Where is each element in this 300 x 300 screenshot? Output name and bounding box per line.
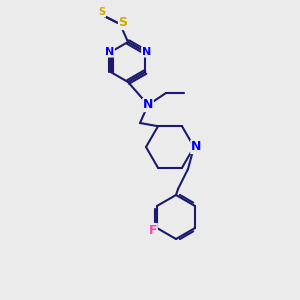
- Text: S: S: [98, 7, 106, 17]
- Text: N: N: [142, 47, 151, 57]
- Text: F: F: [149, 224, 157, 236]
- Text: N: N: [105, 47, 114, 57]
- Text: S: S: [118, 16, 127, 29]
- Text: N: N: [143, 98, 153, 112]
- Text: N: N: [191, 140, 201, 154]
